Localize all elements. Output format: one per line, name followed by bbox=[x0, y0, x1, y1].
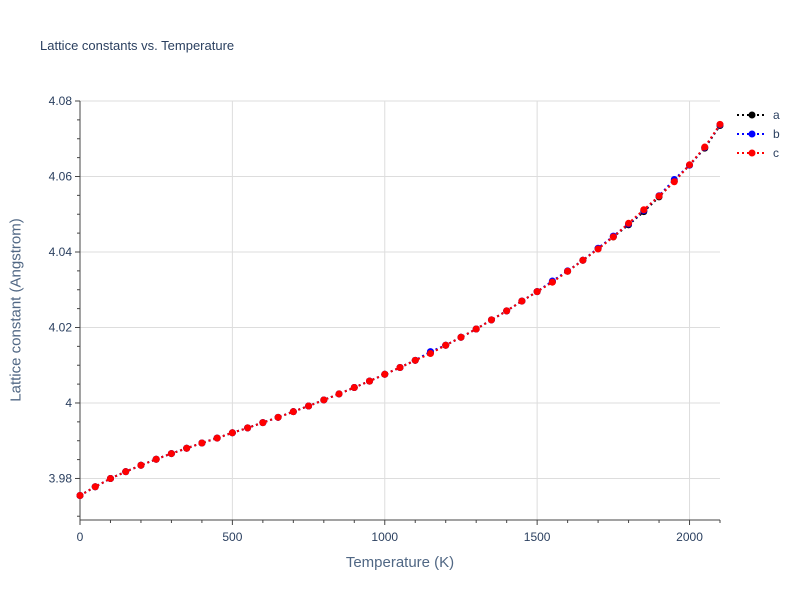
data-point-c[interactable] bbox=[594, 245, 602, 253]
legend-item-b[interactable]: b bbox=[737, 127, 780, 141]
data-point-c[interactable] bbox=[396, 363, 404, 371]
series-layer bbox=[76, 120, 724, 499]
data-point-c[interactable] bbox=[533, 288, 541, 296]
data-point-c[interactable] bbox=[716, 120, 724, 128]
legend-item-a[interactable]: a bbox=[737, 108, 780, 122]
data-point-c[interactable] bbox=[487, 316, 495, 324]
data-point-c[interactable] bbox=[91, 483, 99, 491]
data-point-c[interactable] bbox=[548, 278, 556, 286]
legend-item-c[interactable]: c bbox=[737, 146, 779, 160]
x-tick-label: 1500 bbox=[524, 530, 551, 544]
data-point-c[interactable] bbox=[366, 377, 374, 385]
legend-marker-b bbox=[748, 130, 756, 138]
series-line-b bbox=[79, 124, 721, 497]
series-line-c bbox=[79, 123, 721, 497]
data-point-c[interactable] bbox=[350, 384, 358, 392]
legend-label-b: b bbox=[773, 127, 780, 141]
data-point-c[interactable] bbox=[457, 333, 465, 341]
legend[interactable]: abc bbox=[737, 108, 780, 160]
data-point-c[interactable] bbox=[472, 325, 480, 333]
legend-marker-a bbox=[748, 111, 756, 119]
data-point-c[interactable] bbox=[426, 350, 434, 358]
data-point-c[interactable] bbox=[152, 455, 160, 463]
data-point-c[interactable] bbox=[259, 419, 267, 427]
data-point-c[interactable] bbox=[655, 192, 663, 200]
y-tick-label: 4.02 bbox=[49, 320, 73, 334]
data-point-c[interactable] bbox=[686, 161, 694, 169]
data-point-c[interactable] bbox=[442, 341, 450, 349]
data-point-c[interactable] bbox=[183, 444, 191, 452]
y-tick-label: 4.04 bbox=[49, 245, 73, 259]
x-tick-label: 1000 bbox=[371, 530, 398, 544]
data-point-c[interactable] bbox=[167, 450, 175, 458]
legend-marker-c bbox=[748, 149, 756, 157]
legend-label-c: c bbox=[773, 146, 779, 160]
data-point-c[interactable] bbox=[305, 402, 313, 410]
data-point-c[interactable] bbox=[625, 219, 633, 227]
x-tick-label: 500 bbox=[222, 530, 242, 544]
data-point-c[interactable] bbox=[381, 370, 389, 378]
data-point-c[interactable] bbox=[198, 439, 206, 447]
y-tick-label: 4.08 bbox=[49, 94, 73, 108]
data-point-c[interactable] bbox=[289, 408, 297, 416]
data-point-c[interactable] bbox=[213, 434, 221, 442]
chart-title: Lattice constants vs. Temperature bbox=[40, 38, 235, 53]
tick-labels: 0 500 1000 1500 2000 3.98 4 4.02 4.04 4.06 4.08 bbox=[49, 94, 704, 544]
data-point-c[interactable] bbox=[320, 396, 328, 404]
grid-lines bbox=[80, 100, 720, 520]
series-a bbox=[76, 122, 724, 499]
data-point-c[interactable] bbox=[640, 206, 648, 214]
data-point-c[interactable] bbox=[137, 461, 145, 469]
data-point-c[interactable] bbox=[564, 267, 572, 275]
data-point-c[interactable] bbox=[122, 468, 130, 476]
data-point-c[interactable] bbox=[609, 233, 617, 241]
data-point-c[interactable] bbox=[106, 474, 114, 482]
y-tick-label: 4 bbox=[65, 396, 72, 410]
data-point-c[interactable] bbox=[228, 429, 236, 437]
x-tick-label: 2000 bbox=[676, 530, 703, 544]
series-c bbox=[76, 120, 724, 499]
x-tick-label: 0 bbox=[77, 530, 84, 544]
data-point-c[interactable] bbox=[579, 256, 587, 264]
x-axis-title: Temperature (K) bbox=[345, 554, 455, 571]
data-point-c[interactable] bbox=[518, 297, 526, 305]
data-point-c[interactable] bbox=[670, 178, 678, 186]
series-line-a bbox=[79, 124, 721, 497]
y-tick-label: 4.06 bbox=[49, 169, 73, 183]
series-b bbox=[76, 121, 724, 499]
data-point-c[interactable] bbox=[701, 143, 709, 151]
y-axis-title: Lattice constant (Angstrom) bbox=[7, 218, 25, 402]
legend-label-a: a bbox=[773, 108, 780, 122]
data-point-c[interactable] bbox=[335, 390, 343, 398]
data-point-c[interactable] bbox=[76, 491, 84, 499]
data-point-c[interactable] bbox=[244, 424, 252, 432]
data-point-c[interactable] bbox=[503, 307, 511, 315]
data-point-c[interactable] bbox=[274, 413, 282, 421]
y-tick-label: 3.98 bbox=[49, 471, 73, 485]
axes bbox=[75, 100, 721, 525]
data-point-c[interactable] bbox=[411, 356, 419, 364]
